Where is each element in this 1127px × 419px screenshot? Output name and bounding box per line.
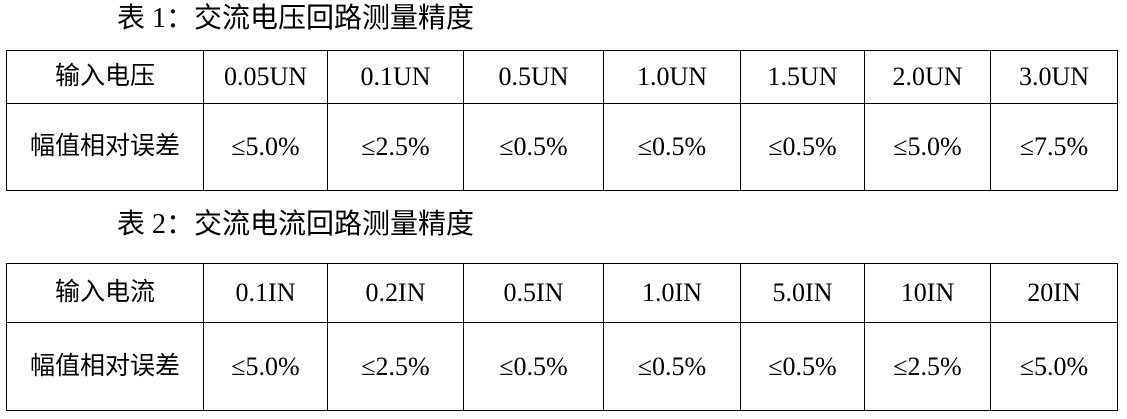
voltage-accuracy-table: 输入电压 0.05UN 0.1UN 0.5UN 1.0UN 1.5UN 2.0UN 3.0UN… (6, 50, 1118, 191)
table-cell: ≤5.0% (990, 322, 1118, 411)
table-cell: ≤0.5% (603, 103, 741, 191)
column-header: 1.0IN (603, 263, 741, 323)
column-header: 0.2IN (327, 263, 464, 323)
column-header: 20IN (990, 263, 1118, 323)
row-header: 输入电流 (6, 263, 204, 323)
column-header: 2.0UN (864, 50, 991, 104)
current-accuracy-table: 输入电流 0.1IN 0.2IN 0.5IN 1.0IN 5.0IN 10IN 20IN 幅值相… (6, 263, 1118, 411)
table-cell: ≤7.5% (990, 103, 1118, 191)
table-cell: ≤0.5% (463, 322, 604, 411)
column-header: 1.0UN (603, 50, 741, 104)
table-cell: ≤0.5% (463, 103, 604, 191)
table-cell: ≤5.0% (864, 103, 991, 191)
table-2-title: 表 2：交流电流回路测量精度 (117, 209, 475, 240)
row-header: 输入电压 (6, 50, 204, 104)
header-row: 输入电压 0.05UN 0.1UN 0.5UN 1.0UN 1.5UN 2.0UN 3.0UN (6, 50, 1118, 104)
table-1-title: 表 1：交流电压回路测量精度 (117, 3, 475, 34)
column-header: 3.0UN (990, 50, 1118, 104)
column-header: 5.0IN (740, 263, 865, 323)
table-cell: ≤2.5% (327, 103, 464, 191)
table-cell: ≤5.0% (203, 322, 328, 411)
table-cell: ≤2.5% (327, 322, 464, 411)
value-row: 幅值相对误差 ≤5.0% ≤2.5% ≤0.5% ≤0.5% ≤0.5% ≤5.0% ≤7.5… (6, 103, 1118, 191)
header-row: 输入电流 0.1IN 0.2IN 0.5IN 1.0IN 5.0IN 10IN 20IN (6, 263, 1118, 323)
row-header: 幅值相对误差 (6, 103, 204, 191)
column-header: 0.5IN (463, 263, 604, 323)
table-cell: ≤5.0% (203, 103, 328, 191)
column-header: 0.1IN (203, 263, 328, 323)
value-row: 幅值相对误差 ≤5.0% ≤2.5% ≤0.5% ≤0.5% ≤0.5% ≤2.5% ≤5.0… (6, 322, 1118, 411)
column-header: 0.05UN (203, 50, 328, 104)
column-header: 1.5UN (740, 50, 865, 104)
table-cell: ≤2.5% (864, 322, 991, 411)
column-header: 0.5UN (463, 50, 604, 104)
table-cell: ≤0.5% (603, 322, 741, 411)
table-cell: ≤0.5% (740, 103, 865, 191)
column-header: 0.1UN (327, 50, 464, 104)
table-cell: ≤0.5% (740, 322, 865, 411)
row-header: 幅值相对误差 (6, 322, 204, 411)
column-header: 10IN (864, 263, 991, 323)
